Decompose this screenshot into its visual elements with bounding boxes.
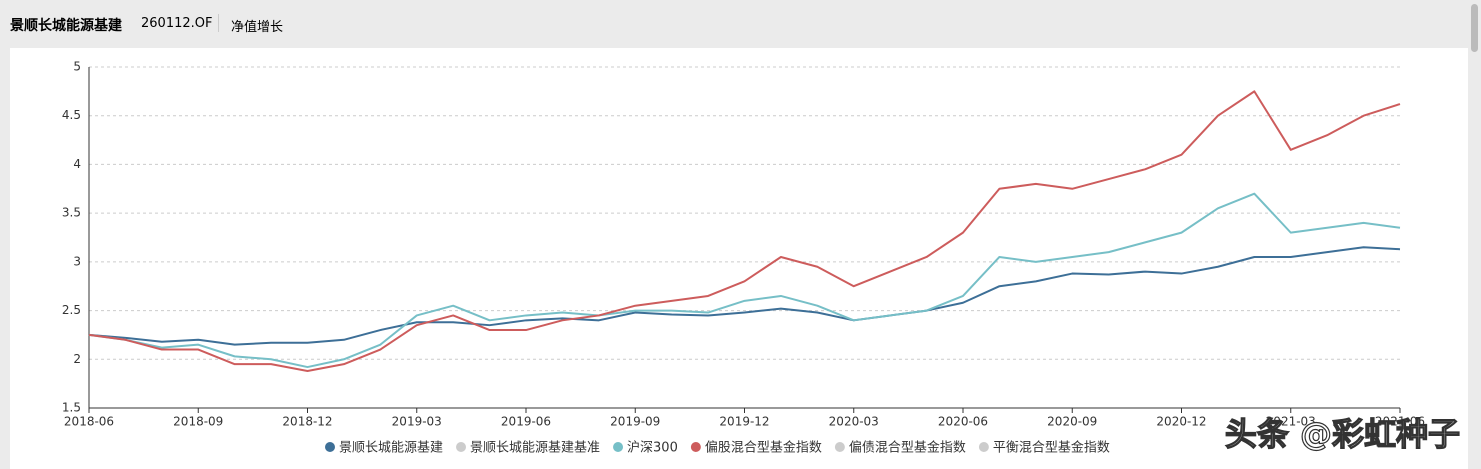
legend-label[interactable]: 沪深300 xyxy=(627,440,678,456)
x-tick-label: 2019-12 xyxy=(719,415,769,429)
legend-marker xyxy=(456,442,467,452)
y-tick-label: 3 xyxy=(73,254,81,268)
y-tick-label: 4.5 xyxy=(62,108,81,122)
fund-name: 景顺长城能源基建 xyxy=(10,18,122,34)
series-line xyxy=(88,192,1401,369)
divider xyxy=(218,14,219,32)
legend-label[interactable]: 景顺长城能源基建基准 xyxy=(470,441,600,456)
x-tick-label: 2020-09 xyxy=(1047,415,1097,429)
legend-marker xyxy=(325,442,335,452)
legend-label[interactable]: 偏股混合型基金指数 xyxy=(705,440,822,456)
x-tick-label: 2018-09 xyxy=(173,415,223,429)
legend-marker xyxy=(690,442,701,452)
x-tick-label: 2018-06 xyxy=(64,415,114,429)
fund-code: 260112.OF xyxy=(141,16,213,31)
legend-label[interactable]: 景顺长城能源基建 xyxy=(339,441,443,456)
legend-marker xyxy=(613,442,624,452)
y-tick-label: 1.5 xyxy=(62,401,81,415)
legend-marker xyxy=(978,442,989,452)
y-tick-label: 5 xyxy=(73,60,81,74)
x-tick-label: 2018-12 xyxy=(282,415,332,429)
x-tick-label: 2019-09 xyxy=(610,415,660,429)
chart-panel xyxy=(10,48,1468,469)
legend-marker xyxy=(834,442,845,452)
x-tick-label: 2021-03 xyxy=(1266,415,1316,429)
series-line xyxy=(88,90,1401,372)
watermark: 头条 @彩虹种子 xyxy=(1225,415,1460,453)
x-tick-label: 2019-03 xyxy=(392,415,442,429)
x-tick-label: 2020-03 xyxy=(829,415,879,429)
x-tick-label: 2019-06 xyxy=(501,415,551,429)
header: 景顺长城能源基建 260112.OF 净值增长 xyxy=(0,0,1470,47)
y-tick-label: 3.5 xyxy=(62,206,81,220)
x-tick-label: 2020-12 xyxy=(1156,415,1206,429)
y-tick-label: 4 xyxy=(73,157,81,171)
x-tick-label: 2020-06 xyxy=(938,415,988,429)
series-line xyxy=(88,246,1401,346)
tab[interactable]: 净值增长 xyxy=(231,20,284,35)
scrollbar[interactable] xyxy=(1471,4,1478,52)
legend-label[interactable]: 偏债混合型基金指数 xyxy=(849,440,966,456)
y-tick-label: 2.5 xyxy=(62,303,81,317)
x-tick-label: 2021-06 xyxy=(1375,415,1425,429)
y-tick-label: 2 xyxy=(73,352,81,366)
legend-label[interactable]: 平衡混合型基金指数 xyxy=(993,440,1110,456)
